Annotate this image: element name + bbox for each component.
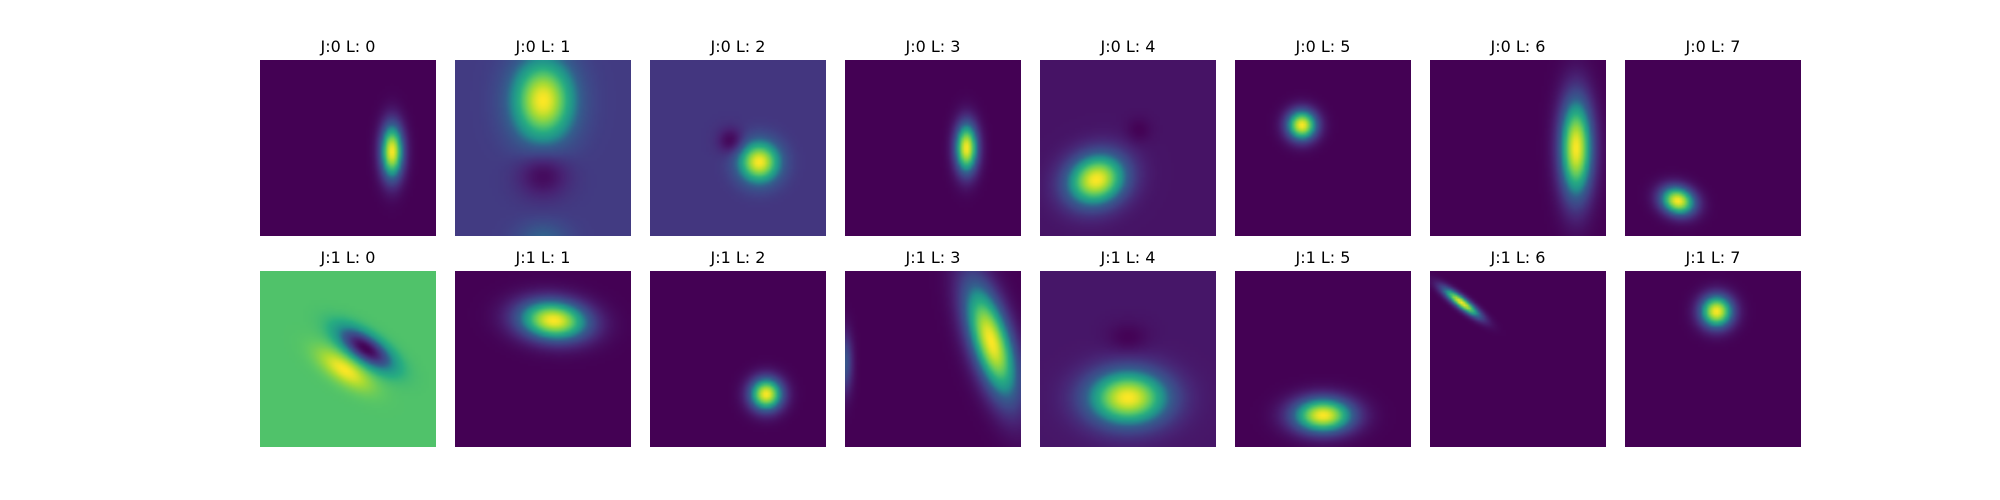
panel-title: J:1 L: 2 [710, 248, 766, 267]
panel-8: J:1 L: 0 [260, 248, 436, 447]
panel-11: J:1 L: 3 [845, 248, 1021, 447]
panel-title: J:1 L: 4 [1100, 248, 1156, 267]
panel-7: J:0 L: 7 [1625, 37, 1801, 236]
panel-15: J:1 L: 7 [1625, 248, 1801, 447]
panel-heatmap [845, 60, 1021, 236]
panel-heatmap [260, 60, 436, 236]
panel-title: J:0 L: 5 [1295, 37, 1351, 56]
panel-4: J:0 L: 4 [1040, 37, 1216, 236]
panel-14: J:1 L: 6 [1430, 248, 1606, 447]
panel-title: J:0 L: 6 [1490, 37, 1546, 56]
panel-title: J:0 L: 4 [1100, 37, 1156, 56]
panel-title: J:0 L: 0 [320, 37, 376, 56]
panel-title: J:1 L: 7 [1685, 248, 1741, 267]
panel-title: J:1 L: 3 [905, 248, 961, 267]
panel-heatmap [455, 60, 631, 236]
panel-title: J:0 L: 7 [1685, 37, 1741, 56]
panel-5: J:0 L: 5 [1235, 37, 1411, 236]
panel-heatmap [1625, 60, 1801, 236]
panel-heatmap [1040, 60, 1216, 236]
panel-title: J:1 L: 6 [1490, 248, 1546, 267]
panel-heatmap [1040, 271, 1216, 447]
panel-heatmap [1235, 271, 1411, 447]
panel-heatmap [1430, 271, 1606, 447]
panel-heatmap [650, 271, 826, 447]
panel-heatmap [1430, 60, 1606, 236]
panel-title: J:0 L: 2 [710, 37, 766, 56]
panel-12: J:1 L: 4 [1040, 248, 1216, 447]
panel-title: J:0 L: 3 [905, 37, 961, 56]
panel-grid: J:0 L: 0 J:0 L: 1 J:0 L: 2 J:0 L: 3 J:0 L: 4… [260, 37, 1801, 447]
panel-1: J:0 L: 1 [455, 37, 631, 236]
panel-6: J:0 L: 6 [1430, 37, 1606, 236]
panel-heatmap [1625, 271, 1801, 447]
panel-3: J:0 L: 3 [845, 37, 1021, 236]
panel-title: J:1 L: 1 [515, 248, 571, 267]
panel-title: J:0 L: 1 [515, 37, 571, 56]
panel-heatmap [650, 60, 826, 236]
panel-title: J:1 L: 0 [320, 248, 376, 267]
panel-10: J:1 L: 2 [650, 248, 826, 447]
panel-9: J:1 L: 1 [455, 248, 631, 447]
panel-heatmap [845, 271, 1021, 447]
panel-heatmap [260, 271, 436, 447]
panel-0: J:0 L: 0 [260, 37, 436, 236]
panel-13: J:1 L: 5 [1235, 248, 1411, 447]
panel-2: J:0 L: 2 [650, 37, 826, 236]
panel-heatmap [455, 271, 631, 447]
panel-heatmap [1235, 60, 1411, 236]
panel-title: J:1 L: 5 [1295, 248, 1351, 267]
